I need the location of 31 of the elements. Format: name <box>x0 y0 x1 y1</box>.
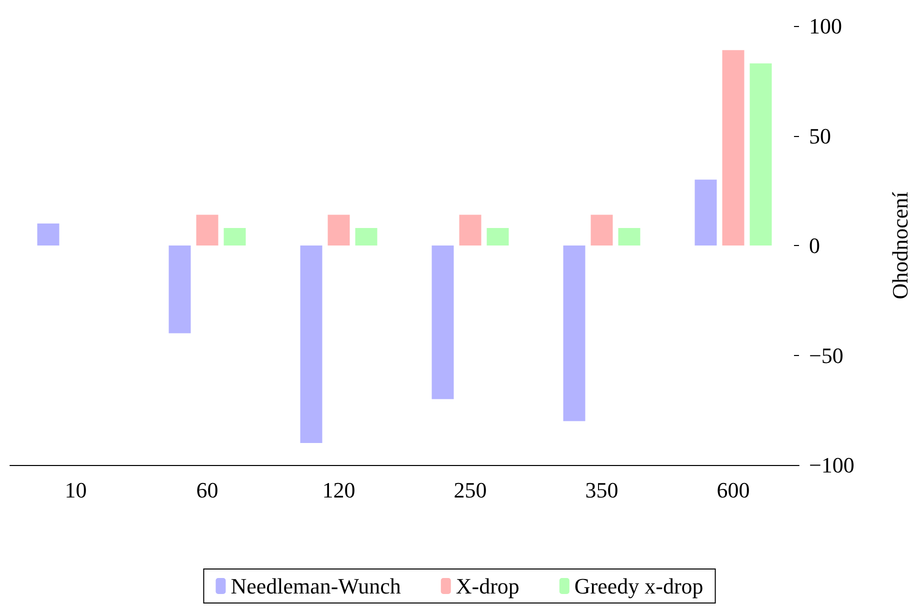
y-tick-label: 0 <box>809 233 820 258</box>
bar <box>750 63 772 246</box>
x-tick-label: 350 <box>585 478 618 502</box>
y-tick-label: 100 <box>809 14 842 38</box>
y-tick-label: 50 <box>809 123 831 148</box>
bar <box>694 180 717 246</box>
x-tick-label: 10 <box>64 478 87 502</box>
bar <box>224 228 246 246</box>
legend-label: Greedy x-drop <box>574 574 704 598</box>
bar <box>590 214 613 246</box>
bar <box>618 228 640 246</box>
x-tick-label: 600 <box>716 478 750 502</box>
y-tick-label: −100 <box>809 452 854 478</box>
y-tick-label: −50 <box>809 342 844 368</box>
bar <box>563 246 586 422</box>
bar <box>37 224 60 246</box>
bar <box>328 214 350 246</box>
x-tick-label: 250 <box>454 478 487 502</box>
bar <box>432 246 454 400</box>
y-axis-title: Ohodnocení <box>888 192 912 300</box>
bar <box>168 246 191 334</box>
x-tick-label: 120 <box>322 478 356 502</box>
bar <box>722 50 744 246</box>
x-tick-label: 60 <box>196 478 218 502</box>
bar <box>300 246 322 444</box>
bar <box>486 228 509 246</box>
bar <box>459 214 482 246</box>
legend-label: X-drop <box>456 574 520 598</box>
bar <box>355 228 378 246</box>
legend-label: Needleman-Wunch <box>230 574 401 598</box>
bar <box>196 214 218 246</box>
